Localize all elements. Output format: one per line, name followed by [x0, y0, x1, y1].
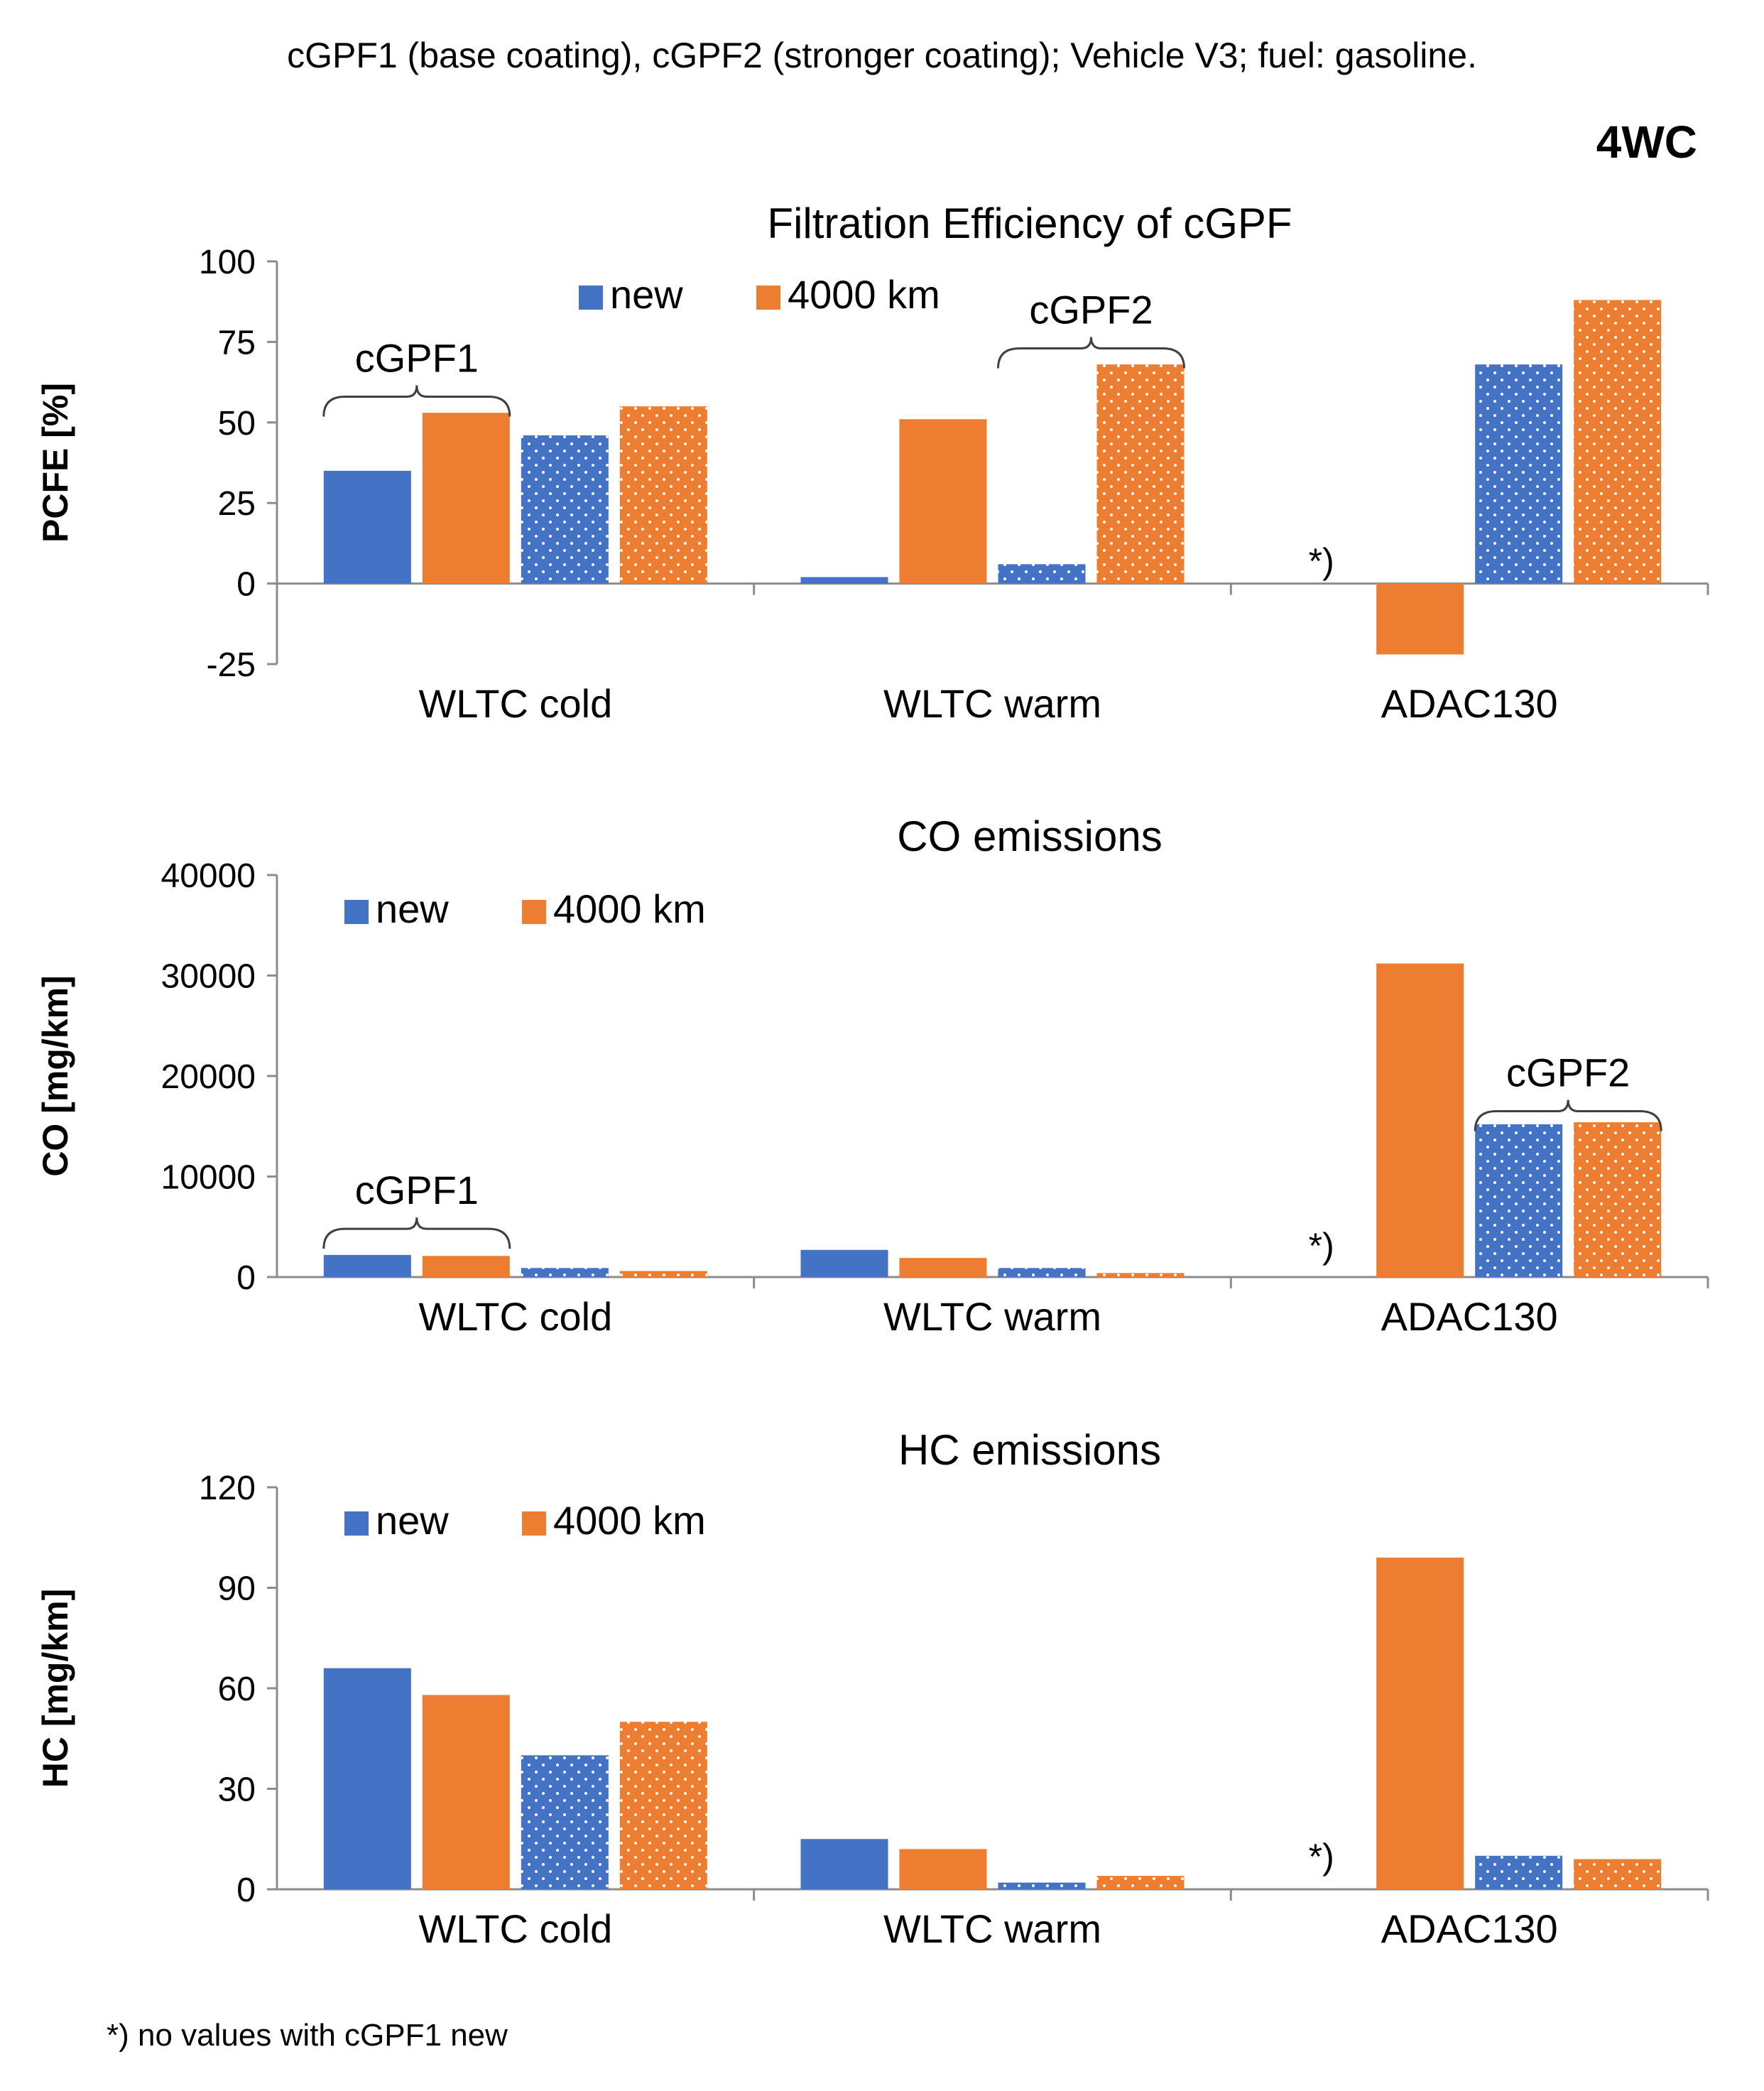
bar-4000km-cgpf2 — [1574, 300, 1662, 584]
legend: new 4000 km — [579, 272, 940, 317]
annotation-note: *) — [1309, 1837, 1334, 1877]
chart-panel-2: CO emissions CO [mg/km] 40000 30000 20000 100… — [36, 813, 1709, 1339]
annotation-brace — [322, 385, 511, 417]
bar-new-cgpf1 — [323, 470, 411, 584]
bar-4000km-cgpf2 — [1096, 1273, 1185, 1277]
legend: new 4000 km — [344, 886, 706, 931]
y-tick-label: 75 — [218, 324, 256, 362]
y-tick-label: 40000 — [161, 857, 256, 895]
footnote: *) no values with cGPF1 new — [107, 2018, 508, 2053]
x-category-label: ADAC130 — [1381, 681, 1558, 726]
chart-title: HC emissions — [898, 1426, 1161, 1474]
bar-4000km-cgpf2 — [1574, 1859, 1662, 1889]
y-tick-label: 25 — [218, 485, 256, 523]
x-category-label: WLTC cold — [418, 1294, 612, 1339]
figure-tag: 4WC — [1596, 116, 1697, 168]
figure-caption: cGPF1 (base coating), cGPF2 (stronger co… — [287, 36, 1477, 75]
bar-new-cgpf1 — [800, 577, 888, 584]
legend-label-new: new — [376, 886, 449, 931]
x-category-label: ADAC130 — [1381, 1294, 1558, 1339]
y-tick-label: 0 — [236, 566, 256, 604]
annotation-brace — [997, 337, 1185, 369]
bar-new-cgpf2 — [521, 1755, 609, 1889]
legend-swatch-4000km — [522, 1511, 546, 1536]
x-category-label: ADAC130 — [1381, 1906, 1558, 1951]
bar-new-cgpf1 — [323, 1668, 411, 1889]
annotation-label: cGPF1 — [355, 1168, 479, 1212]
bar-4000km-cgpf2 — [619, 406, 707, 584]
annotation-brace — [1474, 1099, 1662, 1131]
annotation-note: *) — [1309, 1226, 1334, 1266]
bar-new-cgpf1 — [800, 1249, 888, 1277]
annotation-label: cGPF1 — [355, 336, 479, 381]
bar-new-cgpf1 — [323, 1254, 411, 1277]
x-category-label: WLTC warm — [883, 1906, 1101, 1951]
x-category-label: WLTC cold — [418, 681, 612, 726]
bar-4000km-cgpf1 — [899, 1849, 987, 1889]
bar-4000km-cgpf2 — [1574, 1122, 1662, 1277]
legend-swatch-new — [344, 900, 369, 924]
y-tick-label: 50 — [218, 405, 256, 442]
y-tick-label: 0 — [236, 1872, 256, 1909]
bar-4000km-cgpf1 — [899, 1258, 987, 1277]
y-tick-label: 100 — [199, 244, 256, 281]
x-category-label: WLTC warm — [883, 1294, 1101, 1339]
annotation-note: *) — [1309, 541, 1334, 581]
chart-title: Filtration Efficiency of cGPF — [767, 200, 1292, 247]
y-tick-label: 20000 — [161, 1058, 256, 1096]
bar-new-cgpf2 — [1475, 1124, 1563, 1277]
bar-new-cgpf2 — [1475, 1855, 1563, 1889]
bar-4000km-cgpf1 — [422, 1695, 510, 1889]
bar-new-cgpf2 — [998, 1268, 1086, 1277]
chart-panels: Filtration Efficiency of cGPF PCFE [%] 100… — [36, 200, 1709, 1951]
y-axis-label: PCFE [%] — [36, 383, 75, 543]
chart-panel-1: Filtration Efficiency of cGPF PCFE [%] 100… — [36, 200, 1709, 726]
bar-new-cgpf2 — [521, 1268, 609, 1277]
bar-4000km-cgpf1 — [1376, 1558, 1464, 1889]
y-axis-label: HC [mg/km] — [36, 1589, 75, 1788]
y-tick-label: 10000 — [161, 1159, 256, 1197]
y-tick-label: 90 — [218, 1570, 256, 1608]
bar-4000km-cgpf2 — [1096, 1876, 1185, 1889]
bar-new-cgpf2 — [521, 435, 609, 584]
bar-new-cgpf2 — [998, 1882, 1086, 1889]
legend-swatch-4000km — [522, 900, 546, 924]
legend-label-4000km: 4000 km — [788, 272, 940, 317]
y-tick-label: 120 — [199, 1470, 256, 1507]
bar-4000km-cgpf1 — [422, 413, 510, 584]
y-tick-label: 30000 — [161, 958, 256, 996]
legend-swatch-4000km — [756, 286, 780, 310]
y-tick-label: -25 — [207, 646, 256, 684]
bar-4000km-cgpf1 — [899, 419, 987, 584]
y-tick-label: 60 — [218, 1671, 256, 1708]
annotation-label: cGPF2 — [1506, 1050, 1630, 1095]
bar-4000km-cgpf2 — [1096, 364, 1185, 584]
chart-title: CO emissions — [897, 813, 1162, 860]
y-tick-label: 0 — [236, 1259, 256, 1297]
legend-label-new: new — [610, 272, 683, 317]
legend-label-4000km: 4000 km — [553, 886, 706, 931]
annotation-label: cGPF2 — [1029, 287, 1153, 332]
legend-label-new: new — [376, 1498, 449, 1543]
y-tick-label: 30 — [218, 1771, 256, 1809]
bar-new-cgpf2 — [998, 564, 1086, 584]
legend-label-4000km: 4000 km — [553, 1498, 706, 1543]
bar-4000km-cgpf2 — [619, 1271, 707, 1277]
x-category-label: WLTC cold — [418, 1906, 612, 1951]
y-axis-label: CO [mg/km] — [36, 975, 75, 1176]
bar-new-cgpf2 — [1475, 364, 1563, 584]
legend-swatch-new — [344, 1511, 369, 1536]
legend: new 4000 km — [344, 1498, 706, 1543]
bar-4000km-cgpf1 — [422, 1256, 510, 1277]
chart-panel-3: HC emissions HC [mg/km] 120 90 60 30 0 WLTC col… — [36, 1426, 1709, 1951]
bar-new-cgpf1 — [800, 1839, 888, 1889]
annotation-brace — [322, 1217, 511, 1249]
bar-4000km-cgpf2 — [619, 1722, 707, 1889]
legend-swatch-new — [579, 286, 603, 310]
x-category-label: WLTC warm — [883, 681, 1101, 726]
bar-4000km-cgpf1 — [1376, 963, 1464, 1277]
bar-4000km-cgpf1 — [1376, 583, 1464, 655]
